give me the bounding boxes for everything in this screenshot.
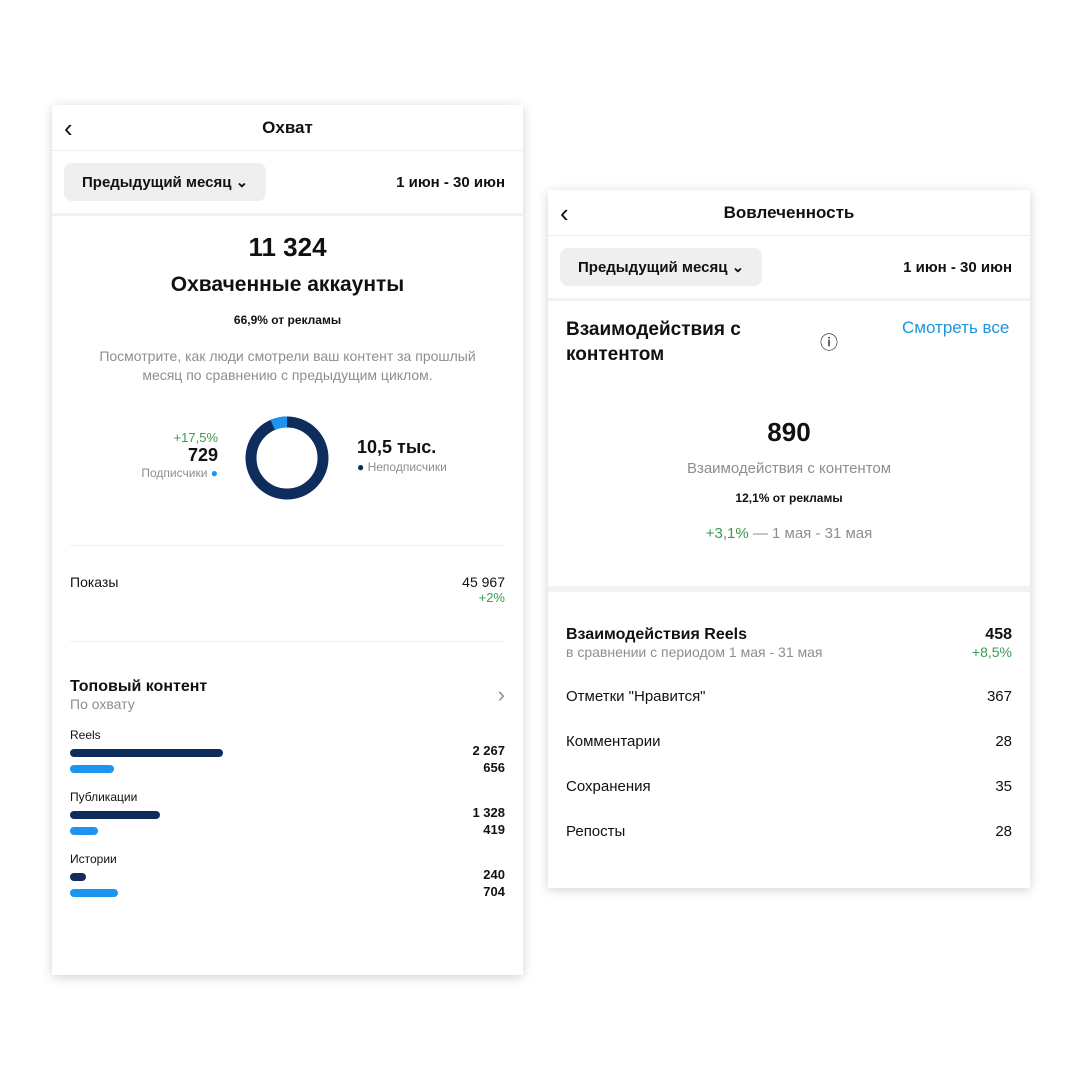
impressions-change: +2% (478, 590, 505, 605)
reach-bar-followers (70, 827, 99, 835)
impressions-label: Показы (70, 574, 119, 590)
info-icon[interactable]: ⓘ (820, 333, 838, 353)
back-icon[interactable]: ‹ (64, 113, 73, 143)
page-title: Охват (262, 118, 313, 137)
item-label: Публикации (70, 790, 138, 804)
donut-chart (245, 416, 329, 500)
reels-title: Взаимодействия Reels (566, 626, 747, 643)
item-total: 2 267 (472, 743, 505, 758)
donut-non-followers (245, 416, 329, 500)
interactions-label: Взаимодействия с контентом (686, 460, 892, 477)
item-followers: 656 (483, 760, 505, 775)
see-all-link[interactable]: Смотреть все (902, 318, 1010, 337)
metric-label: Репосты (566, 823, 626, 840)
item-label: Reels (70, 728, 101, 742)
metric-value: 367 (986, 688, 1012, 705)
period-label: Предыдущий месяц (578, 259, 728, 276)
section-title: Взаимодействия с контентом (566, 319, 741, 365)
period-dropdown[interactable]: Предыдущий месяц ⌄ (64, 163, 267, 201)
interactions-value: 890 (767, 417, 811, 447)
change-period: — 1 мая - 31 мая (748, 525, 873, 542)
date-range: 1 июн - 30 июн (903, 258, 1012, 276)
item-label: Истории (70, 852, 117, 866)
chevron-down-icon: ⌄ (731, 259, 745, 276)
item-total: 240 (483, 867, 505, 882)
impressions-value: 45 967 (462, 574, 505, 590)
description: Посмотрите, как люди смотрели ваш контен… (99, 348, 476, 383)
metric-row: Отметки "Нравится" 367 (548, 674, 1030, 719)
metric-value: 28 (995, 823, 1012, 840)
page-title: Вовлеченность (723, 203, 855, 222)
period-dropdown[interactable]: Предыдущий месяц ⌄ (560, 248, 763, 286)
impressions-row: Показы 45 967 +2% (52, 546, 523, 641)
non-followers-value: 10,5 тыс. (357, 437, 437, 457)
donut-followers (245, 416, 329, 500)
reach-bar-total (70, 873, 87, 881)
metric-label: Отметки "Нравится" (566, 688, 706, 705)
back-icon[interactable]: ‹ (560, 198, 569, 228)
ads-share: 66,9% от рекламы (233, 313, 342, 327)
metric-label: Сохранения (566, 778, 651, 795)
change-value: +3,1% (705, 525, 749, 542)
metric-label: Комментарии (566, 733, 661, 750)
item-total: 1 328 (472, 805, 505, 820)
engagement-header: ‹ Вовлеченность (548, 190, 1030, 236)
engagement-panel: ‹ Вовлеченность Предыдущий месяц ⌄ 1 июн… (548, 190, 1030, 888)
top-content-item: Reels 2 267 656 (70, 728, 505, 776)
reach-panel: ‹ Охват Предыдущий месяц ⌄ 1 июн - 30 ию… (52, 105, 523, 975)
reach-bar-total (70, 811, 160, 819)
reels-change: +8,5% (971, 644, 1012, 660)
top-content-item: Истории 240 704 (70, 852, 505, 900)
period-label: Предыдущий месяц (82, 174, 232, 191)
followers-change: +17,5% (173, 430, 218, 445)
top-content-title: Топовый контент (70, 678, 208, 695)
item-followers: 704 (483, 884, 505, 899)
reels-value: 458 (985, 626, 1012, 643)
reels-subtitle: в сравнении с периодом 1 мая - 31 мая (566, 644, 823, 660)
reels-interactions: Взаимодействия Reels в сравнении с период… (548, 592, 1030, 660)
followers-breakdown: +17,5% 729 Подписчики ● 10,5 тыс. ● Непо… (52, 415, 523, 545)
top-content-header[interactable]: Топовый контент По охвату › (52, 642, 523, 712)
reach-bar-followers (70, 765, 115, 773)
item-followers: 419 (483, 822, 505, 837)
top-content-item: Публикации 1 328 419 (70, 790, 505, 838)
non-followers-label: Неподписчики (367, 460, 447, 474)
reach-header: ‹ Охват (52, 105, 523, 151)
dot-icon: ● (210, 466, 218, 480)
followers-label: Подписчики (141, 466, 208, 480)
metric-row: Сохранения 35 (548, 764, 1030, 809)
metric-value: 35 (995, 778, 1012, 795)
metric-row: Репосты 28 (548, 809, 1030, 854)
chevron-right-icon[interactable]: › (497, 682, 505, 707)
dot-icon: ● (357, 460, 365, 474)
metric-value: 28 (995, 733, 1012, 750)
accounts-reached-value: 11 324 (248, 232, 327, 262)
accounts-reached-label: Охваченные аккаунты (170, 273, 405, 296)
followers-value: 729 (187, 445, 218, 465)
ads-share: 12,1% от рекламы (735, 491, 843, 505)
top-content-subtitle: По охвату (70, 696, 135, 712)
chevron-down-icon: ⌄ (235, 174, 249, 191)
date-range: 1 июн - 30 июн (396, 173, 505, 191)
metric-row: Комментарии 28 (548, 719, 1030, 764)
reach-bar-total (70, 749, 223, 757)
reach-bar-followers (70, 889, 118, 897)
